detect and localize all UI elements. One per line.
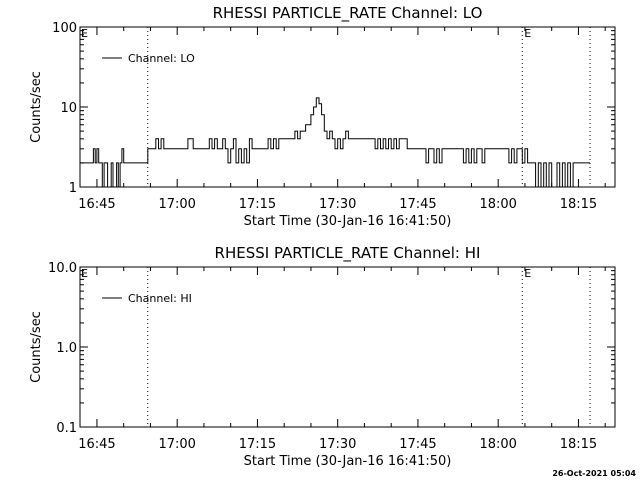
x-tick-label: 17:00 [158,437,195,452]
y-tick-label: 100 [52,21,77,36]
y-tick-label: 1.0 [56,341,77,356]
x-tick-label: 17:30 [319,197,356,212]
x-tick-label: 17:45 [399,197,436,212]
y-axis-label: Counts/sec [29,311,44,383]
x-tick-label: 18:00 [479,197,516,212]
event-marker-label: E [524,267,531,280]
y-tick-label: 10.0 [48,261,77,276]
y-tick-label: 1 [69,181,77,196]
x-tick-label: 18:15 [560,197,597,212]
y-tick-label: 0.1 [56,421,77,436]
series-line [80,97,590,188]
event-marker-label: E [524,27,531,40]
x-tick-label: 16:45 [78,437,115,452]
corner-label: E [81,267,88,280]
legend-entry: Channel: LO [128,52,195,65]
timestamp-stamp: 26-Oct-2021 05:04 [552,469,636,478]
chart-title: RHESSI PARTICLE_RATE Channel: HI [215,244,481,263]
x-tick-label: 17:15 [239,197,276,212]
x-tick-label: 17:45 [399,437,436,452]
x-axis-label: Start Time (30-Jan-16 16:41:50) [244,214,452,229]
plot-frame [79,266,616,428]
chart-title: RHESSI PARTICLE_RATE Channel: LO [213,4,483,23]
legend-entry: Channel: HI [128,292,192,305]
panel-hi: RHESSI PARTICLE_RATE Channel: HI Start Ti… [29,244,616,469]
x-axis-label: Start Time (30-Jan-16 16:41:50) [244,454,452,469]
x-tick-label: 17:30 [319,437,356,452]
y-axis-label: Counts/sec [29,71,44,143]
panel-lo: RHESSI PARTICLE_RATE Channel: LO Start Ti… [29,4,616,229]
x-tick-label: 18:00 [479,437,516,452]
corner-label: E [81,27,88,40]
x-tick-label: 18:15 [560,437,597,452]
x-tick-label: 16:45 [78,197,115,212]
x-tick-label: 17:00 [158,197,195,212]
x-tick-label: 17:15 [239,437,276,452]
y-tick-label: 10 [60,101,77,116]
